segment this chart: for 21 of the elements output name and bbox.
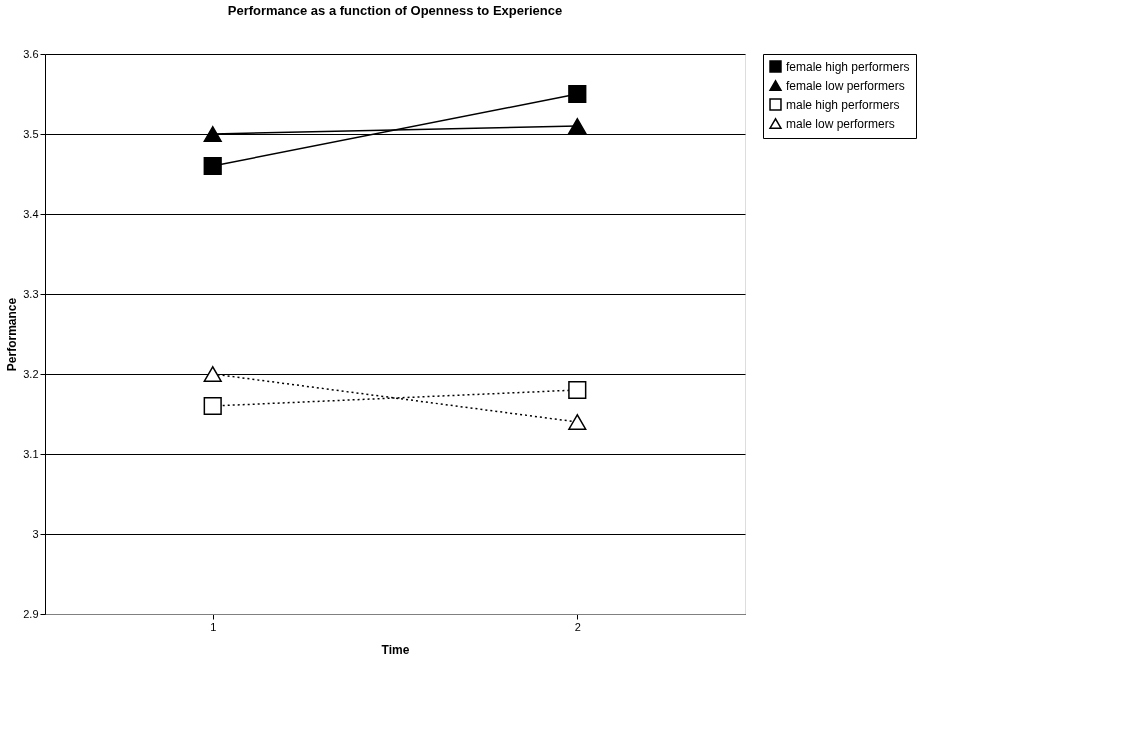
y-tick-label: 2.9 bbox=[23, 607, 39, 620]
y-tick-label: 3.4 bbox=[23, 207, 39, 220]
legend-label: female low performers bbox=[786, 78, 905, 93]
point bbox=[203, 396, 222, 416]
legend-label: male high performers bbox=[786, 97, 900, 112]
y-tick-label: 3.1 bbox=[23, 447, 39, 460]
point bbox=[568, 84, 587, 104]
legend-label: male low performers bbox=[786, 116, 895, 131]
point bbox=[203, 156, 222, 176]
legend-label: female high performers bbox=[786, 59, 910, 74]
y-tick-label: 3.3 bbox=[23, 287, 39, 300]
y-tick-label: 3.5 bbox=[23, 127, 39, 140]
chart-title: Performance as a function of Openness to Experience bbox=[227, 3, 563, 18]
y-axis-title: Performance bbox=[5, 297, 20, 372]
y-tick-label: 3.6 bbox=[23, 47, 39, 60]
x-axis-title: Time bbox=[381, 642, 410, 657]
x-tick-label: 2 bbox=[574, 620, 581, 633]
y-tick-label: 3 bbox=[32, 527, 39, 540]
x-tick-label: 1 bbox=[210, 620, 217, 633]
point bbox=[568, 380, 587, 400]
y-tick-label: 3.2 bbox=[23, 367, 39, 380]
